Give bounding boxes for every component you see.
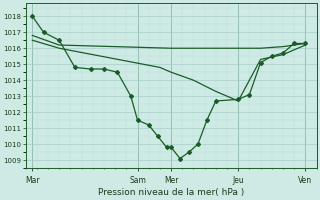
X-axis label: Pression niveau de la mer( hPa ): Pression niveau de la mer( hPa ) xyxy=(98,188,244,197)
